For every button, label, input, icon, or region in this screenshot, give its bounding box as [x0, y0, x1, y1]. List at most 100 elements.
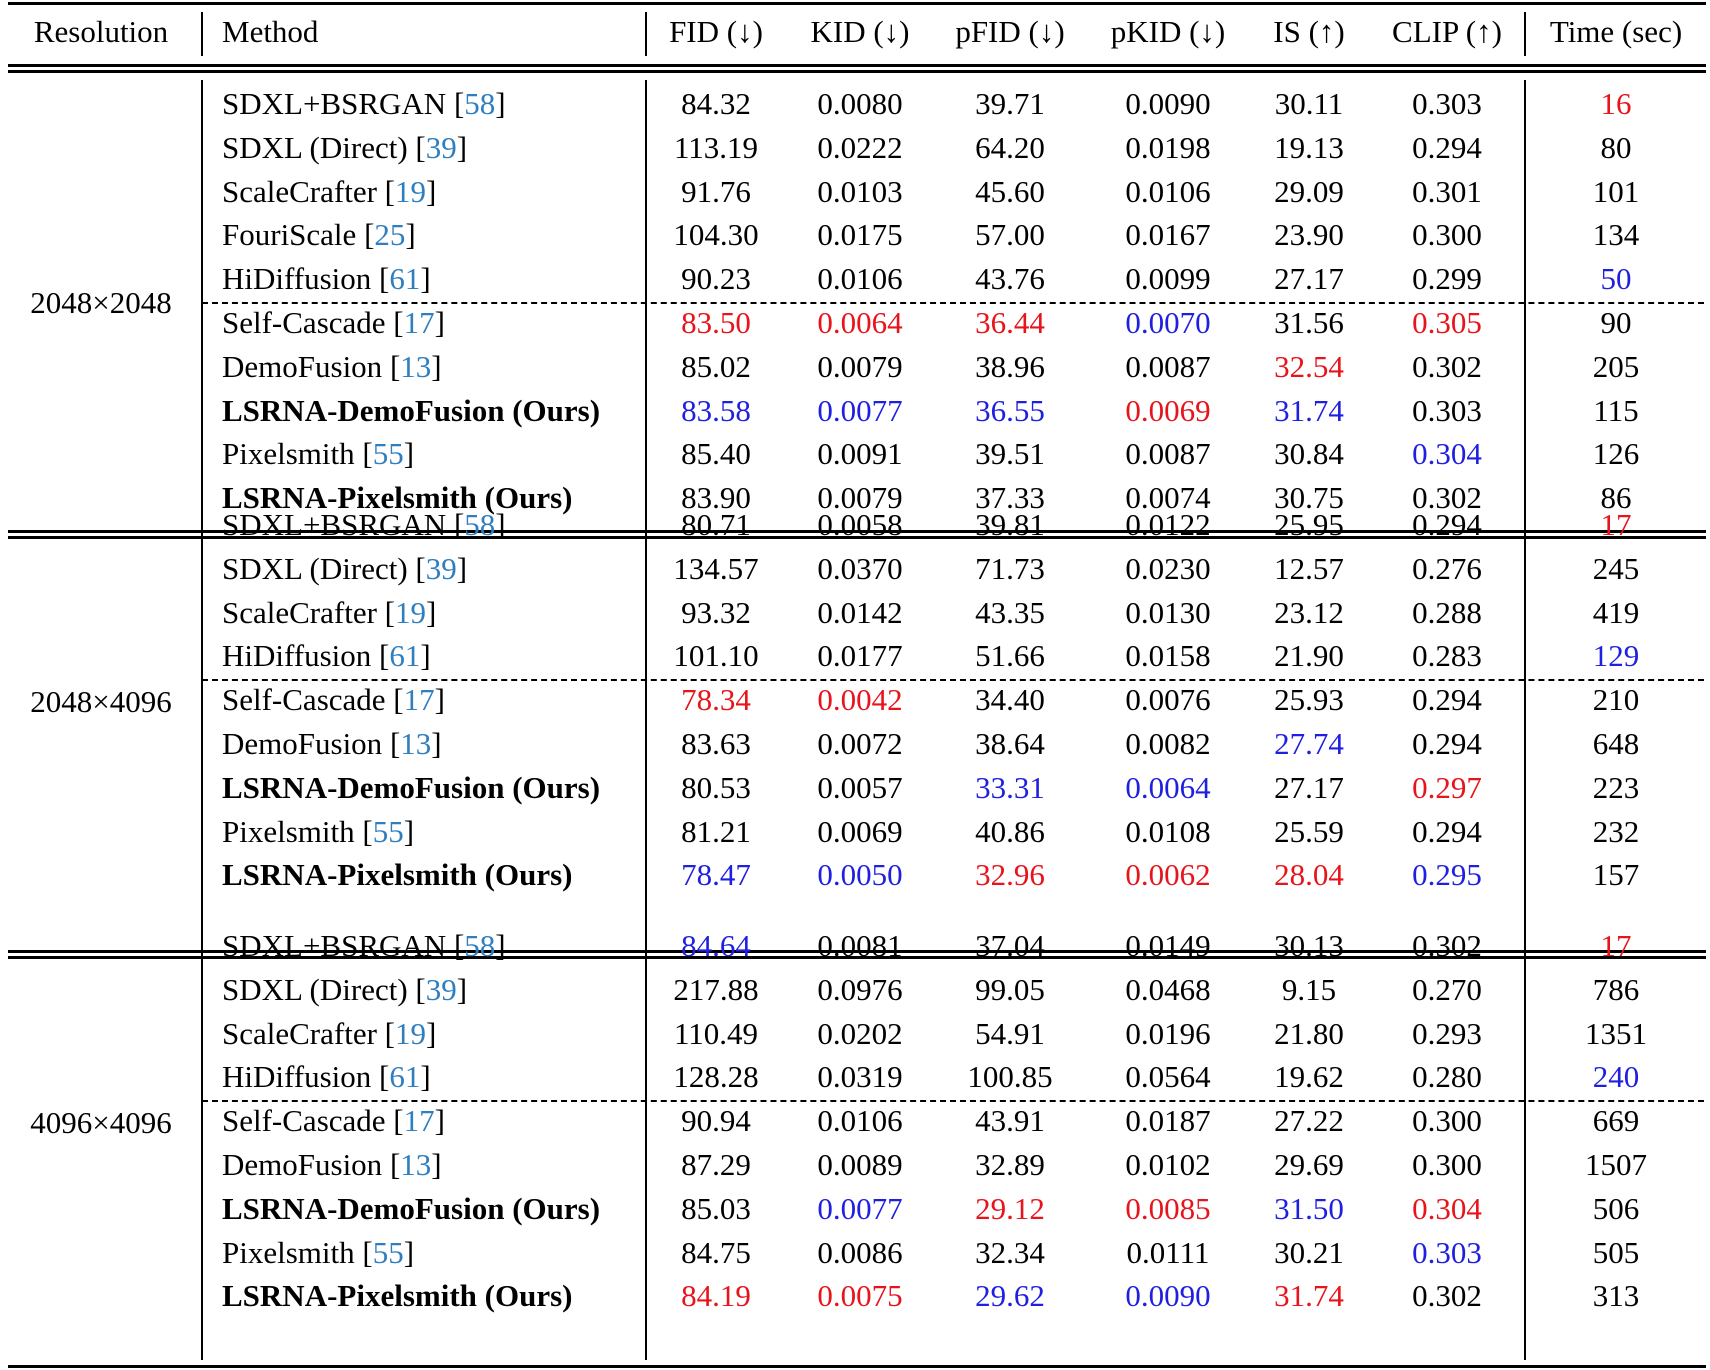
- is-value: 32.54: [1274, 349, 1344, 384]
- pfid-value: 29.62: [975, 1278, 1045, 1313]
- resolution-label: 4096×4096: [30, 1105, 172, 1141]
- method-label: LSRNA-DemoFusion (Ours): [222, 770, 601, 805]
- resolution-label: 2048×4096: [30, 684, 172, 720]
- fid-value: 80.71: [681, 507, 751, 542]
- method-name: DemoFusion [13]: [222, 349, 442, 384]
- citation-ref: 58: [464, 507, 496, 542]
- fid-value: 83.58: [681, 393, 751, 428]
- time-value: 669: [1592, 1103, 1640, 1138]
- is-value: 25.93: [1274, 682, 1344, 717]
- is-value: 21.80: [1274, 1016, 1344, 1051]
- citation-ref: 17: [403, 1103, 435, 1138]
- pfid-value: 51.66: [975, 638, 1045, 673]
- time-value: 17: [1600, 507, 1632, 542]
- pfid-value: 29.12: [975, 1191, 1045, 1226]
- kid-value: 0.0057: [817, 770, 903, 805]
- method-label: SDXL+BSRGAN: [222, 928, 447, 963]
- pkid-value: 0.0064: [1125, 770, 1211, 805]
- citation-ref: 55: [372, 814, 404, 849]
- method-label: ScaleCrafter: [222, 174, 377, 209]
- pfid-value: 37.04: [975, 928, 1045, 963]
- method-label: Self-Cascade: [222, 1103, 386, 1138]
- is-value: 30.11: [1274, 86, 1344, 121]
- clip-value: 0.305: [1412, 305, 1482, 340]
- method-name: HiDiffusion [61]: [222, 261, 431, 296]
- fid-value: 81.21: [681, 814, 751, 849]
- method-label: ScaleCrafter: [222, 1016, 377, 1051]
- method-name: LSRNA-DemoFusion (Ours): [222, 768, 600, 808]
- is-value: 28.04: [1274, 857, 1344, 892]
- fid-value: 87.29: [681, 1147, 751, 1182]
- fid-value: 85.40: [681, 436, 751, 471]
- kid-value: 0.0079: [817, 480, 903, 515]
- resolution-label: 2048×2048: [30, 285, 172, 320]
- pkid-value: 0.0187: [1125, 1103, 1211, 1138]
- kid-value: 0.0080: [817, 86, 903, 121]
- clip-value: 0.302: [1412, 480, 1482, 515]
- is-value: 31.50: [1274, 1191, 1344, 1226]
- header-resolution: Resolution: [33, 14, 169, 49]
- pfid-value: 33.31: [975, 770, 1045, 805]
- is-value: 27.17: [1274, 770, 1344, 805]
- method-name: Self-Cascade [17]: [222, 682, 445, 717]
- time-value: 129: [1592, 638, 1640, 673]
- fid-value: 83.63: [681, 726, 751, 761]
- fid-value: 128.28: [673, 1059, 759, 1094]
- method-label: LSRNA-DemoFusion (Ours): [222, 393, 601, 428]
- pkid-value: 0.0111: [1126, 1235, 1210, 1270]
- time-value: 419: [1592, 595, 1640, 630]
- time-value: 80: [1600, 130, 1632, 165]
- method-label: Self-Cascade: [222, 305, 386, 340]
- time-value: 245: [1592, 551, 1640, 586]
- time-value: 205: [1592, 349, 1640, 384]
- method-label: SDXL (Direct): [222, 551, 408, 586]
- time-value: 648: [1592, 726, 1640, 761]
- pfid-value: 54.91: [975, 1016, 1045, 1051]
- col-divider-time: [1524, 922, 1526, 1360]
- fid-value: 93.32: [681, 595, 751, 630]
- pfid-value: 36.44: [975, 305, 1045, 340]
- kid-value: 0.0086: [817, 1235, 903, 1270]
- method-label: ScaleCrafter: [222, 595, 377, 630]
- method-name: SDXL+BSRGAN [58]: [222, 928, 506, 963]
- method-name: SDXL+BSRGAN [58]: [222, 507, 506, 542]
- is-value: 19.62: [1274, 1059, 1344, 1094]
- header-clip: CLIP (↑): [1392, 14, 1502, 49]
- pkid-value: 0.0090: [1125, 86, 1211, 121]
- is-value: 30.13: [1274, 928, 1344, 963]
- method-name: LSRNA-Pixelsmith (Ours): [222, 855, 572, 895]
- pfid-value: 39.51: [975, 436, 1045, 471]
- fid-value: 85.02: [681, 349, 751, 384]
- is-value: 9.15: [1281, 972, 1337, 1007]
- clip-value: 0.299: [1412, 261, 1482, 296]
- citation-ref: 13: [400, 726, 432, 761]
- method-name: SDXL (Direct) [39]: [222, 972, 468, 1007]
- time-value: 505: [1592, 1235, 1640, 1270]
- is-value: 23.12: [1274, 595, 1344, 630]
- kid-value: 0.0319: [817, 1059, 903, 1094]
- is-value: 27.22: [1274, 1103, 1344, 1138]
- header-rule-2: [8, 70, 1706, 73]
- clip-value: 0.303: [1412, 393, 1482, 428]
- clip-value: 0.302: [1412, 928, 1482, 963]
- pkid-value: 0.0069: [1125, 393, 1211, 428]
- clip-value: 0.304: [1412, 1191, 1482, 1226]
- is-value: 31.56: [1274, 305, 1344, 340]
- pfid-value: 43.76: [975, 261, 1045, 296]
- method-name: Pixelsmith [55]: [222, 814, 415, 849]
- fid-value: 84.32: [681, 86, 751, 121]
- time-value: 101: [1592, 174, 1640, 209]
- citation-ref: 39: [425, 130, 457, 165]
- is-value: 27.17: [1274, 261, 1344, 296]
- is-value: 31.74: [1274, 1278, 1344, 1313]
- method-label: LSRNA-DemoFusion (Ours): [222, 1191, 601, 1226]
- is-value: 25.59: [1274, 814, 1344, 849]
- time-value: 1351: [1585, 1016, 1647, 1051]
- method-label: HiDiffusion: [222, 261, 372, 296]
- method-name: SDXL+BSRGAN [58]: [222, 86, 506, 121]
- pfid-value: 32.34: [975, 1235, 1045, 1270]
- method-name: HiDiffusion [61]: [222, 638, 431, 673]
- method-label: SDXL+BSRGAN: [222, 86, 447, 121]
- pkid-value: 0.0082: [1125, 726, 1211, 761]
- pkid-value: 0.0085: [1125, 1191, 1211, 1226]
